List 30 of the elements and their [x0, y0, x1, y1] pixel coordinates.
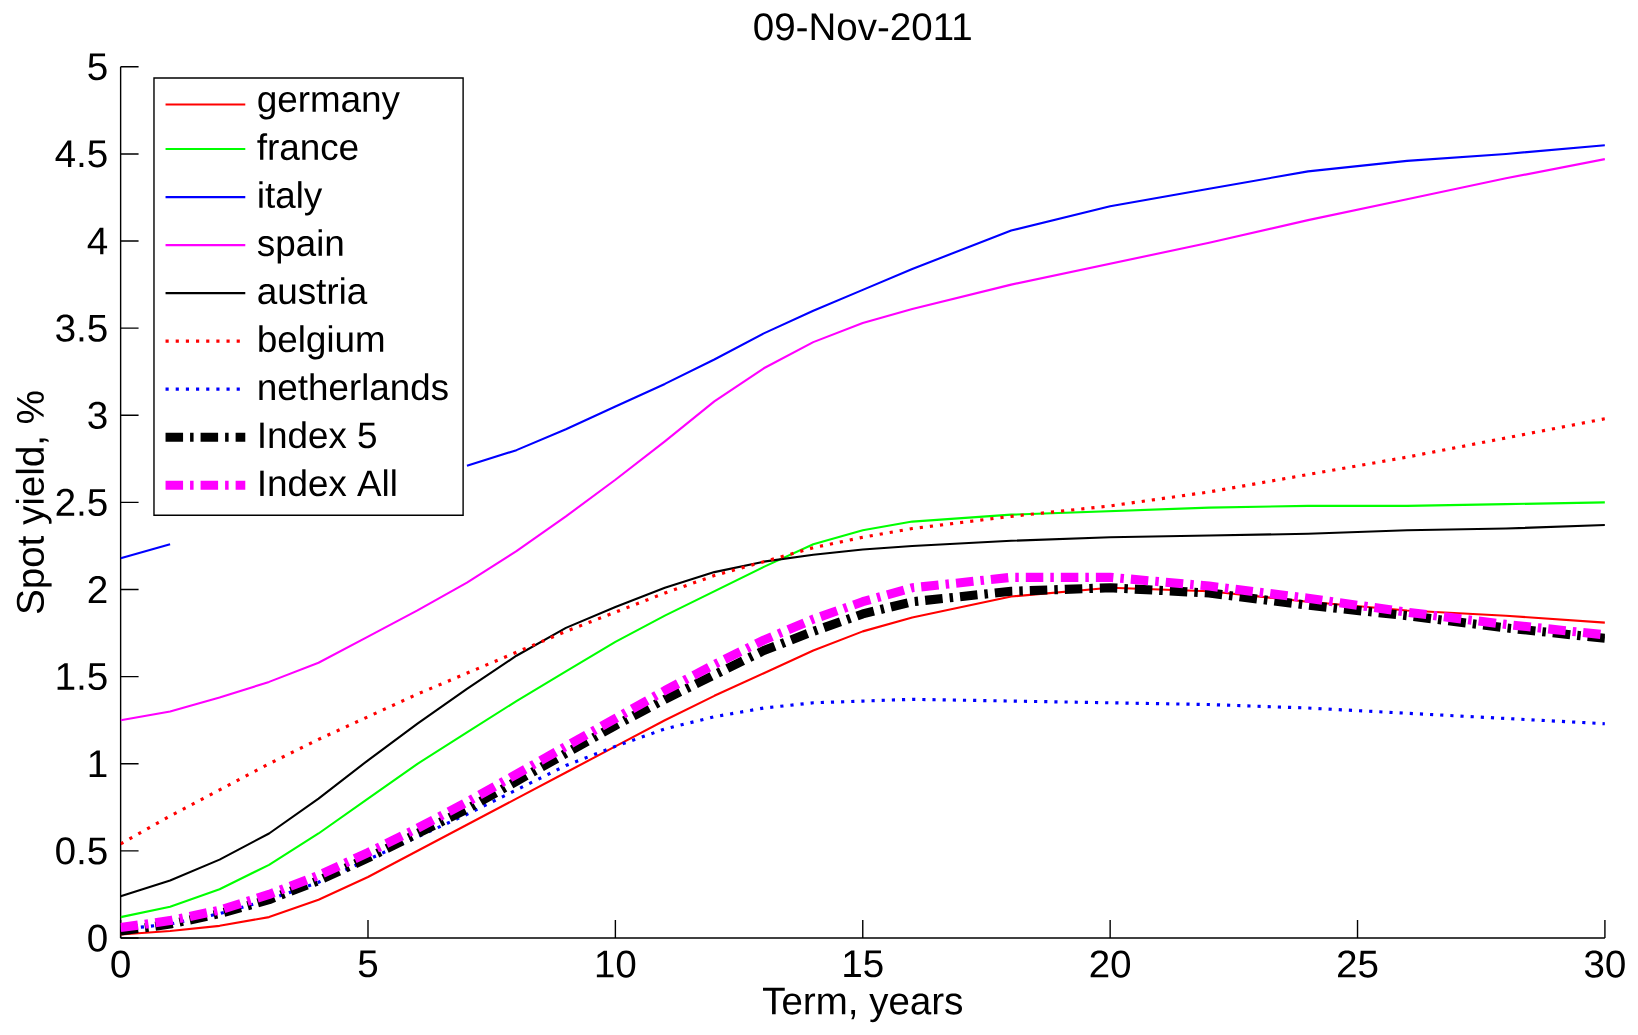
legend-label: belgium	[259, 325, 384, 360]
y-tick-label: 2.5	[56, 488, 107, 517]
y-tick-label: 0.5	[56, 837, 107, 865]
y-tick-label: 2	[88, 576, 107, 604]
x-tick-label: 5	[358, 950, 378, 978]
x-tick-label: 10	[596, 950, 636, 978]
legend-label: Index 5	[260, 421, 376, 449]
legend-label: italy	[259, 181, 323, 216]
legend-label: Index All	[260, 469, 396, 497]
x-tick-label: 30	[1584, 950, 1625, 978]
x-axis-title: Term, years	[763, 987, 962, 1023]
y-tick-label: 5	[88, 53, 107, 81]
y-tick-label: 1.5	[57, 663, 107, 691]
y-tick-label: 3	[88, 401, 107, 430]
legend-label: spain	[257, 229, 343, 264]
x-tick-label: 20	[1090, 950, 1131, 978]
x-tick-label: 25	[1338, 950, 1378, 978]
y-tick-label: 1	[89, 750, 107, 778]
legend-label: france	[257, 133, 358, 161]
x-tick-label: 15	[844, 950, 883, 978]
y-tick-label: 4	[87, 227, 108, 255]
chart-title: 09-Nov-2011	[754, 13, 971, 41]
legend-label: netherlands	[259, 373, 448, 401]
y-tick-label: 0	[88, 924, 107, 952]
legend-label: germany	[258, 92, 400, 120]
legend-label: austria	[258, 277, 368, 305]
x-tick-label: 0	[111, 950, 130, 978]
y-tick-label: 3.5	[56, 314, 107, 342]
y-axis-title: Spot yield, %	[15, 391, 52, 614]
y-tick-label: 4.5	[55, 140, 107, 168]
